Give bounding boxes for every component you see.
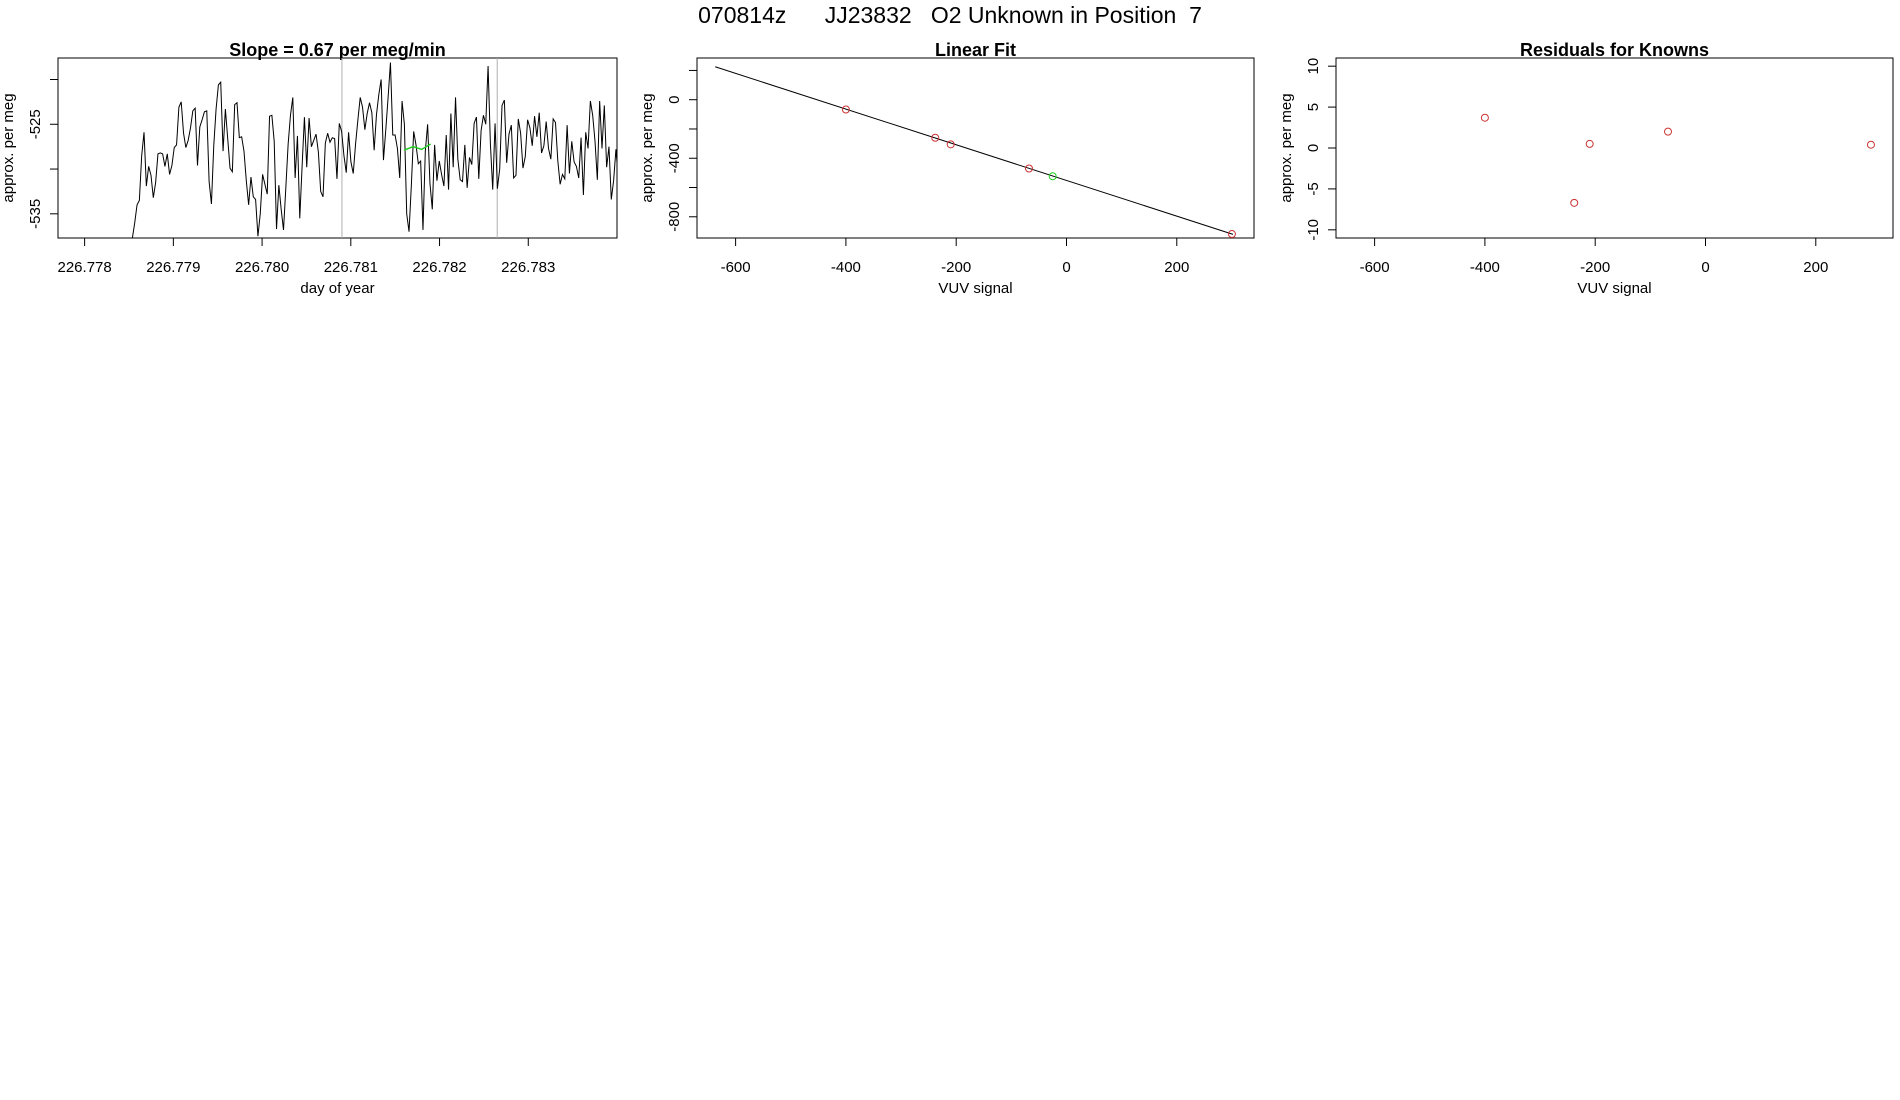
residuals-panel: Residuals for Knowns VUV signal approx. … xyxy=(1278,40,1894,297)
y-tick-label: -535 xyxy=(27,199,44,229)
signal-series-line xyxy=(58,62,617,238)
y-tick-label: -10 xyxy=(1305,219,1322,241)
y-tick-label: -5 xyxy=(1305,182,1322,195)
unknown-segment-line xyxy=(403,143,432,151)
x-tick-label: 226.781 xyxy=(324,259,378,276)
panel-title-linear-fit: Linear Fit xyxy=(935,40,1016,60)
time-series-panel: Slope = 0.67 per meg/min day of year app… xyxy=(0,40,618,297)
x-tick-label: 0 xyxy=(1701,259,1709,276)
y-tick-label: 0 xyxy=(1305,144,1322,152)
x-tick-label: -600 xyxy=(1360,259,1390,276)
known-point xyxy=(1866,140,1875,149)
x-axis-label-day: day of year xyxy=(300,280,374,297)
y-axis-label-permeg: approx. per meg xyxy=(0,93,17,202)
y-tick-label: -400 xyxy=(666,143,683,173)
known-point xyxy=(1663,127,1672,136)
known-point xyxy=(1570,198,1579,207)
plot-frame xyxy=(57,57,618,239)
y-axis-label-permeg: approx. per meg xyxy=(1278,93,1295,202)
known-point xyxy=(1585,139,1594,148)
y-tick-label: 5 xyxy=(1305,103,1322,111)
x-axis-label-vuv: VUV signal xyxy=(1577,280,1651,297)
x-tick-label: -400 xyxy=(831,259,861,276)
y-tick-label: -800 xyxy=(666,202,683,232)
x-tick-label: 226.783 xyxy=(501,259,555,276)
known-point xyxy=(946,140,955,149)
known-point xyxy=(931,133,940,142)
y-axis-label-permeg: approx. per meg xyxy=(639,93,656,202)
x-tick-label: 200 xyxy=(1164,259,1189,276)
x-tick-label: 0 xyxy=(1062,259,1070,276)
x-tick-label: 226.778 xyxy=(58,259,112,276)
x-tick-label: -200 xyxy=(941,259,971,276)
known-point xyxy=(1227,230,1236,239)
y-tick-label: -525 xyxy=(27,109,44,139)
x-tick-label: -200 xyxy=(1580,259,1610,276)
known-point xyxy=(841,105,850,114)
unknown-point xyxy=(1048,172,1057,181)
x-tick-label: 226.782 xyxy=(412,259,466,276)
x-axis-label-vuv: VUV signal xyxy=(938,280,1012,297)
plot-frame xyxy=(696,57,1255,239)
y-tick-label: 0 xyxy=(666,96,683,104)
y-tick-label: 10 xyxy=(1305,58,1322,75)
known-point xyxy=(1480,113,1489,122)
linear-fit-panel: Linear Fit VUV signal approx. per meg -6… xyxy=(639,40,1255,297)
x-tick-label: 226.780 xyxy=(235,259,289,276)
known-point xyxy=(1024,164,1033,173)
fit-line xyxy=(715,66,1234,235)
panel-title-residuals: Residuals for Knowns xyxy=(1520,40,1709,60)
panel-title-slope: Slope = 0.67 per meg/min xyxy=(229,40,446,60)
x-tick-label: 226.779 xyxy=(146,259,200,276)
x-tick-label: 200 xyxy=(1803,259,1828,276)
page-title: 070814z JJ23832 O2 Unknown in Position 7 xyxy=(698,2,1202,28)
x-tick-label: -400 xyxy=(1470,259,1500,276)
x-tick-label: -600 xyxy=(721,259,751,276)
plot-frame xyxy=(1335,57,1894,239)
